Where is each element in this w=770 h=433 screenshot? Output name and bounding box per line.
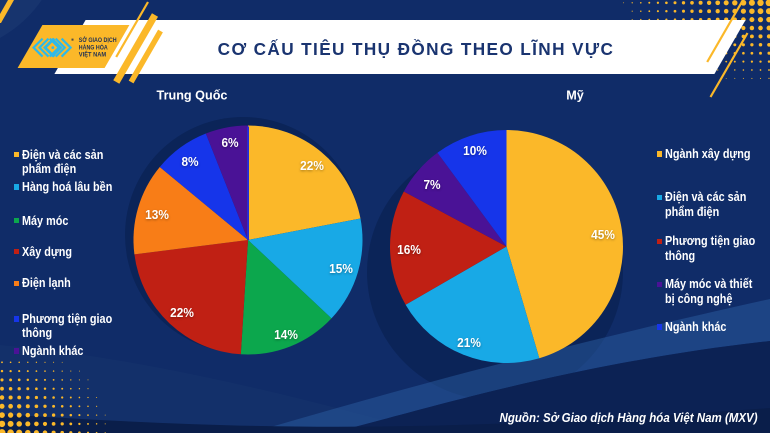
svg-text:SỞ GIAO DỊCH: SỞ GIAO DỊCH: [79, 37, 117, 44]
svg-text:VIỆT NAM: VIỆT NAM: [79, 51, 106, 59]
svg-text:HÀNG HÓA: HÀNG HÓA: [79, 43, 108, 51]
